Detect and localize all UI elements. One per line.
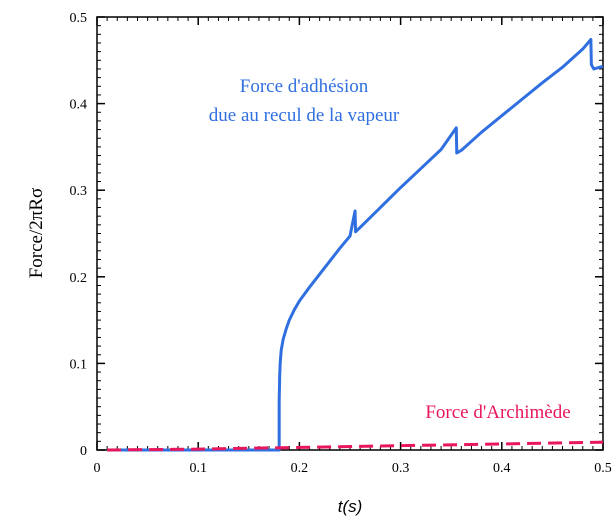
series-layer [107, 38, 604, 452]
x-tick-labels: 0 0.1 0.2 0.3 0.4 0.5 [94, 461, 612, 476]
y-tick-label: 0.3 [70, 184, 88, 199]
archimede-annotation: Force d'Archimède [425, 402, 570, 423]
tick-marks [96, 16, 604, 451]
y-tick-label: 0.2 [70, 271, 88, 286]
adhesion-force-line [107, 38, 604, 452]
y-tick-label: 0.5 [70, 11, 88, 26]
y-tick-label: 0 [80, 444, 87, 459]
y-axis-label: Force/2πRσ [26, 188, 47, 279]
x-tick-label: 0 [94, 461, 101, 476]
x-tick-label: 0.5 [594, 461, 612, 476]
y-tick-label: 0.1 [70, 357, 88, 372]
y-tick-labels: 0 0.1 0.2 0.3 0.4 0.5 [70, 11, 88, 459]
adhesion-annotation-line1: Force d'adhésion [240, 76, 369, 97]
x-axis-label: t(s) [338, 497, 363, 516]
archimede-force-line [107, 440, 604, 452]
adhesion-annotation-line2: due au recul de la vapeur [209, 105, 400, 126]
x-tick-label: 0.4 [493, 461, 511, 476]
x-tick-label: 0.1 [189, 461, 207, 476]
y-tick-label: 0.4 [70, 98, 88, 113]
x-tick-label: 0.3 [392, 461, 410, 476]
x-tick-label: 0.2 [291, 461, 309, 476]
